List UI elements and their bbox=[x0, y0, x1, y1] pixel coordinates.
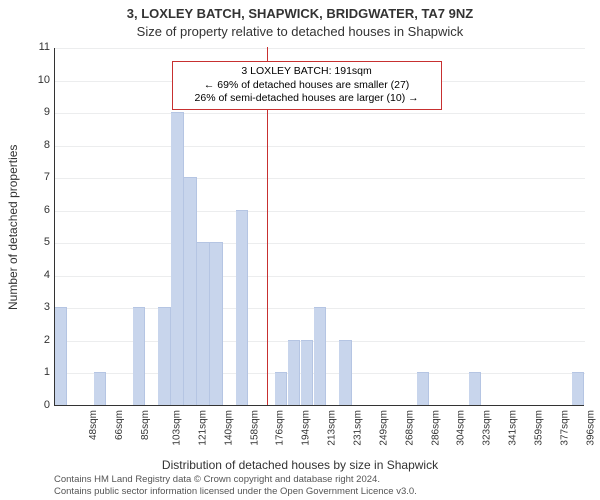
y-tick: 8 bbox=[24, 139, 50, 151]
histogram-bar bbox=[210, 242, 222, 405]
histogram-bar bbox=[314, 307, 326, 405]
x-tick: 85sqm bbox=[140, 410, 151, 440]
x-tick: 213sqm bbox=[327, 410, 338, 446]
x-tick: 103sqm bbox=[172, 410, 183, 446]
x-tick: 341sqm bbox=[508, 410, 519, 446]
chart-title-address: 3, LOXLEY BATCH, SHAPWICK, BRIDGWATER, T… bbox=[0, 6, 600, 21]
y-tick: 0 bbox=[24, 399, 50, 411]
x-tick: 323sqm bbox=[482, 410, 493, 446]
x-tick: 359sqm bbox=[534, 410, 545, 446]
x-tick: 231sqm bbox=[353, 410, 364, 446]
histogram-bar bbox=[158, 307, 170, 405]
y-tick: 5 bbox=[24, 236, 50, 248]
x-tick: 268sqm bbox=[404, 410, 415, 446]
y-tick: 9 bbox=[24, 106, 50, 118]
annotation-line: ← 69% of detached houses are smaller (27… bbox=[179, 79, 435, 93]
y-tick: 6 bbox=[24, 204, 50, 216]
y-axis-label: Number of detached properties bbox=[6, 48, 20, 406]
x-tick: 158sqm bbox=[249, 410, 260, 446]
histogram-bar bbox=[197, 242, 209, 405]
histogram-bar bbox=[94, 372, 106, 405]
footer-line-1: Contains HM Land Registry data © Crown c… bbox=[54, 474, 417, 486]
histogram-bar bbox=[55, 307, 67, 405]
y-tick: 1 bbox=[24, 366, 50, 378]
footer-attribution: Contains HM Land Registry data © Crown c… bbox=[54, 474, 417, 498]
histogram-bar bbox=[133, 307, 145, 405]
x-tick: 249sqm bbox=[378, 410, 389, 446]
y-tick: 11 bbox=[24, 41, 50, 53]
x-tick: 194sqm bbox=[301, 410, 312, 446]
y-tick: 10 bbox=[24, 74, 50, 86]
annotation-line: 3 LOXLEY BATCH: 191sqm bbox=[179, 65, 435, 79]
annotation-box: 3 LOXLEY BATCH: 191sqm← 69% of detached … bbox=[172, 61, 442, 110]
histogram-bar bbox=[275, 372, 287, 405]
histogram-bar bbox=[469, 372, 481, 405]
x-tick: 48sqm bbox=[88, 410, 99, 440]
x-tick: 121sqm bbox=[197, 410, 208, 446]
histogram-bar bbox=[184, 177, 196, 405]
x-tick: 176sqm bbox=[275, 410, 286, 446]
plot-area: 3 LOXLEY BATCH: 191sqm← 69% of detached … bbox=[54, 48, 584, 406]
histogram-bar bbox=[236, 210, 248, 405]
x-tick: 140sqm bbox=[223, 410, 234, 446]
x-tick: 286sqm bbox=[430, 410, 441, 446]
annotation-line: 26% of semi-detached houses are larger (… bbox=[179, 92, 435, 106]
y-tick: 7 bbox=[24, 171, 50, 183]
histogram-bar bbox=[339, 340, 351, 405]
x-tick: 377sqm bbox=[559, 410, 570, 446]
y-tick: 4 bbox=[24, 269, 50, 281]
footer-line-2: Contains public sector information licen… bbox=[54, 486, 417, 498]
histogram-bar bbox=[288, 340, 300, 405]
histogram-bar bbox=[417, 372, 429, 405]
histogram-bar bbox=[171, 112, 183, 405]
y-tick: 2 bbox=[24, 334, 50, 346]
histogram-bar bbox=[301, 340, 313, 405]
y-tick: 3 bbox=[24, 301, 50, 313]
x-tick: 396sqm bbox=[585, 410, 596, 446]
x-tick: 304sqm bbox=[456, 410, 467, 446]
x-tick: 66sqm bbox=[114, 410, 125, 440]
chart-subtitle: Size of property relative to detached ho… bbox=[0, 24, 600, 39]
histogram-bar bbox=[572, 372, 584, 405]
x-axis-label: Distribution of detached houses by size … bbox=[0, 458, 600, 472]
